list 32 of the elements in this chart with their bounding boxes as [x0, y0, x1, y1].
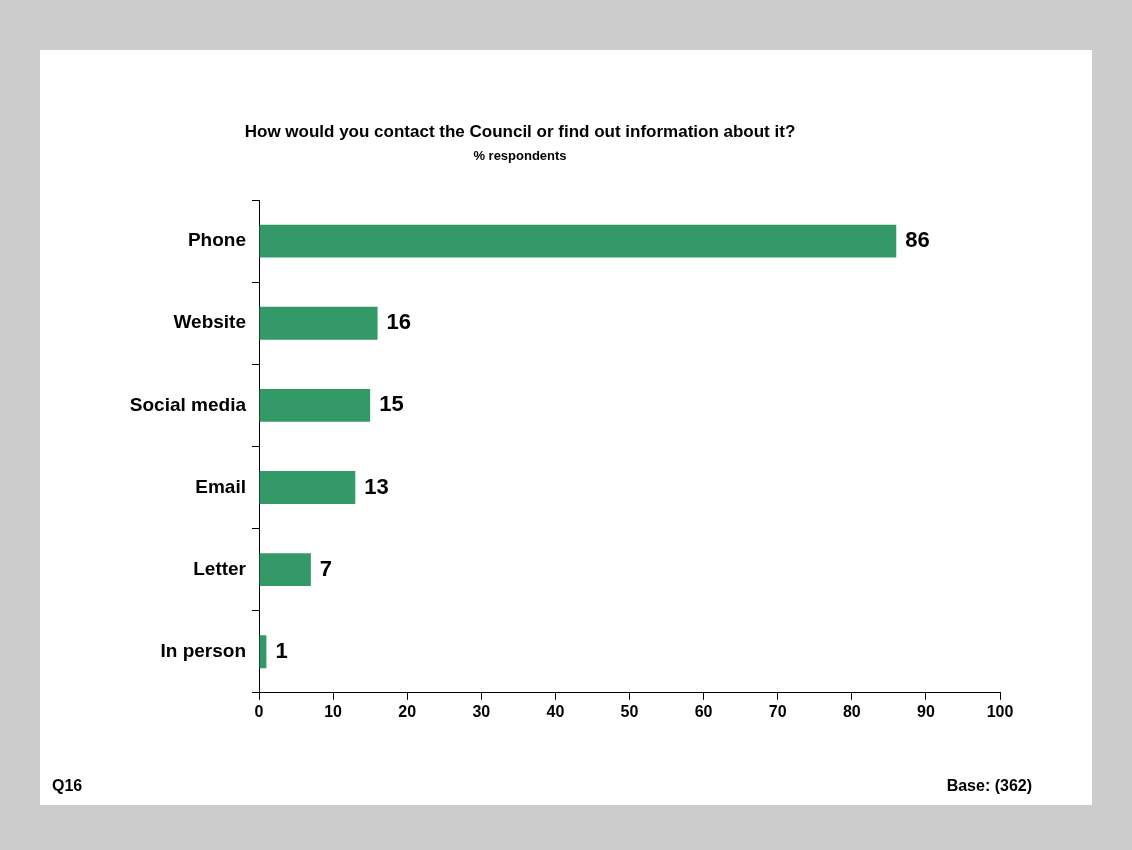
chart-subtitle: % respondents — [473, 147, 567, 163]
bar — [259, 553, 311, 587]
y-tick-label: Email — [195, 475, 246, 497]
y-tick-label: Website — [173, 311, 246, 333]
data-label: 15 — [379, 391, 404, 417]
data-label: 13 — [364, 473, 389, 499]
data-label: 7 — [319, 555, 333, 581]
text: Q16 — [52, 777, 83, 795]
bar — [259, 224, 897, 258]
x-tick-label: 80 — [842, 702, 861, 720]
data-label: 1 — [275, 637, 288, 663]
chart-title: How would you contact the Council or find out information about it? — [244, 121, 796, 141]
data-label: 16 — [386, 309, 412, 335]
bar — [259, 471, 356, 504]
x-tick-label: 100 — [986, 702, 1014, 720]
x-tick-label: 60 — [694, 702, 713, 720]
y-tick-label: Phone — [187, 229, 246, 251]
x-tick-label: 50 — [620, 702, 639, 720]
x-tick-label: 90 — [917, 702, 935, 720]
y-tick-label: In person — [160, 639, 246, 661]
bar — [259, 388, 371, 422]
bar — [259, 306, 378, 340]
x-tick-label: 30 — [472, 702, 491, 720]
text: Base: (362) — [946, 777, 1032, 795]
data-label: 86 — [905, 227, 930, 253]
x-tick-label: 0 — [254, 702, 264, 720]
x-tick-label: 40 — [546, 702, 565, 720]
x-tick-label: 20 — [398, 702, 417, 720]
x-tick-label: 70 — [768, 702, 787, 720]
x-tick-label: 10 — [324, 702, 343, 720]
y-tick-label: Letter — [193, 557, 247, 579]
y-tick-label: Social media — [129, 393, 247, 415]
